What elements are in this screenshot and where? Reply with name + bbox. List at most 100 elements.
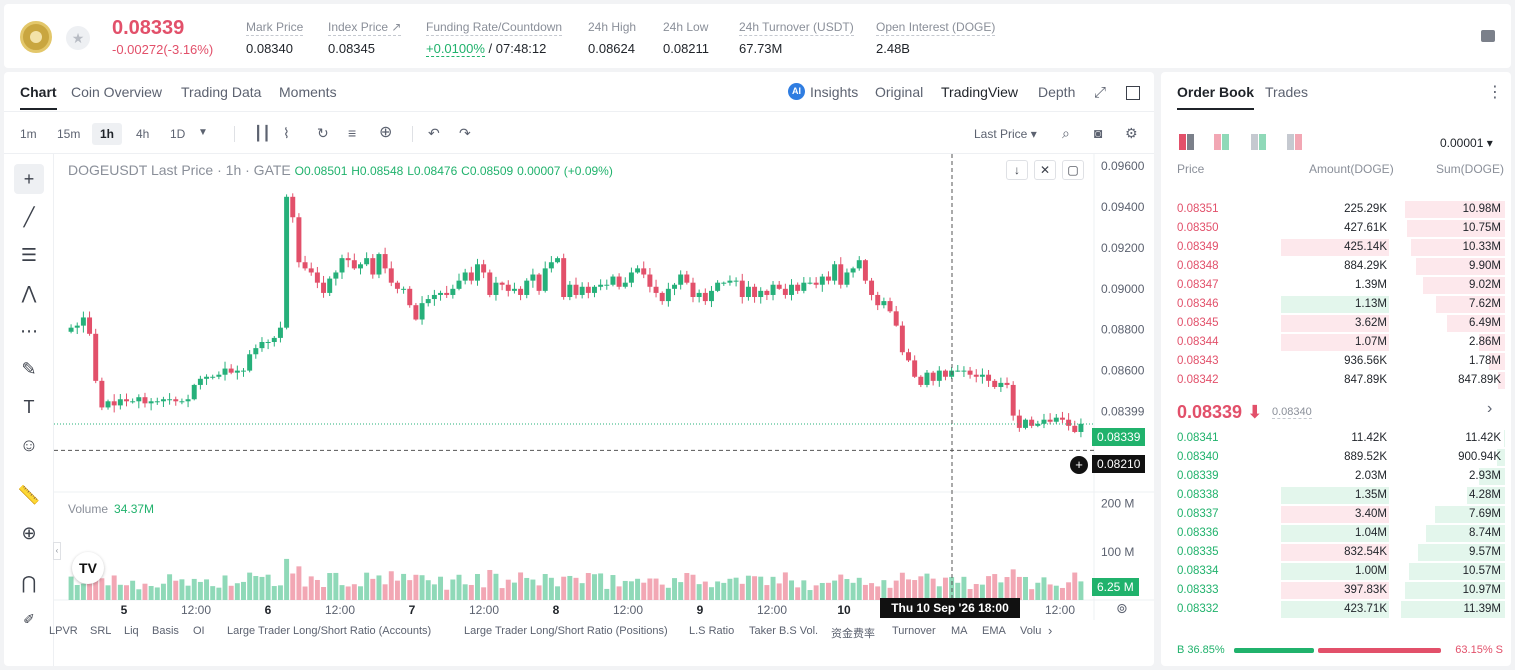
view-insights[interactable]: Insights — [810, 84, 859, 100]
price-type-select[interactable]: Last Price ▾ — [974, 127, 1037, 141]
indicator-item[interactable]: Turnover — [892, 625, 936, 637]
indicator-item[interactable]: LPVR — [49, 625, 78, 637]
candle-body — [308, 268, 314, 273]
indicator-item[interactable]: EMA — [982, 625, 1006, 637]
view-tradingview[interactable]: TradingView — [941, 84, 1019, 100]
view-split-icon[interactable] — [1214, 134, 1230, 150]
indicator-item[interactable]: Taker B.S Vol. — [749, 625, 819, 637]
chevron-right-icon[interactable]: › — [1048, 623, 1053, 638]
view-original[interactable]: Original — [875, 84, 924, 100]
window-icon[interactable] — [1126, 86, 1140, 100]
fullscreen-icon[interactable]: ▢ — [1062, 160, 1084, 180]
indicator-item[interactable]: SRL — [90, 625, 112, 637]
indicator-item[interactable]: Volu — [1020, 625, 1042, 637]
view-asks-icon[interactable] — [1287, 134, 1303, 150]
add-indicator-icon[interactable]: ⊕ — [379, 124, 393, 141]
candlestick-chart[interactable]: 0.09600 0.09400 0.09200 0.09000 0.08800 0.086… — [54, 154, 1154, 620]
text-icon[interactable]: T — [23, 397, 35, 417]
interval-1h[interactable]: 1h — [92, 123, 123, 145]
indicator-item[interactable]: OI — [193, 625, 205, 637]
bid-row[interactable]: 0.08340 889.52K 900.94K — [1161, 448, 1511, 467]
tradingview-logo[interactable]: TV — [72, 552, 104, 584]
ask-row[interactable]: 0.08348 884.29K 9.90M — [1161, 257, 1511, 276]
view-both-icon[interactable] — [1179, 134, 1195, 150]
precision-select[interactable]: 0.00001 ▾ — [1440, 136, 1493, 150]
more-icon[interactable]: ⋮ — [1487, 84, 1503, 101]
redo-icon[interactable]: ↷ — [459, 125, 471, 141]
bid-row[interactable]: 0.08332 423.71K 11.39M — [1161, 600, 1511, 619]
pattern-icon[interactable]: ⋀ — [21, 283, 37, 303]
indicator-item[interactable]: 资金费率 — [831, 628, 875, 640]
stat-label[interactable]: 24h Turnover (USDT) — [739, 20, 854, 36]
bid-row[interactable]: 0.08337 3.40M 7.69M — [1161, 505, 1511, 524]
expand-icon[interactable]: ⤢ — [1094, 84, 1107, 101]
add-order-plus-icon[interactable]: + — [1070, 456, 1088, 474]
settings-circle-icon[interactable]: ⊚ — [1116, 600, 1128, 616]
book-icon[interactable] — [1481, 30, 1495, 42]
stat-label[interactable]: Mark Price — [246, 20, 304, 36]
fib-icon[interactable]: ☰ — [20, 245, 38, 265]
ask-row[interactable]: 0.08350 427.61K 10.75M — [1161, 219, 1511, 238]
interval-15m[interactable]: 15m — [57, 127, 81, 141]
emoji-icon[interactable]: ☺ — [19, 435, 39, 455]
chevron-left-icon[interactable]: ‹ — [53, 542, 61, 560]
interval-1d[interactable]: 1D — [170, 127, 186, 141]
bid-row[interactable]: 0.08341 11.42K 11.42K — [1161, 429, 1511, 448]
funding-rate-value[interactable]: +0.0100% — [426, 41, 485, 57]
indicator-icon[interactable]: ⌇ — [283, 125, 290, 141]
chevron-right-icon[interactable]: › — [1487, 400, 1493, 417]
bid-row[interactable]: 0.08334 1.00M 10.57M — [1161, 562, 1511, 581]
pen-icon[interactable]: ✐ — [23, 611, 35, 627]
candle-type-icon[interactable]: ┃┃ — [254, 125, 271, 141]
tab-order-book[interactable]: Order Book — [1177, 84, 1255, 110]
ask-row[interactable]: 0.08343 936.56K 1.78M — [1161, 352, 1511, 371]
stat-label[interactable]: Open Interest (DOGE) — [876, 20, 996, 36]
zoom-in-icon[interactable]: ⊕ — [21, 523, 37, 543]
bid-row[interactable]: 0.08339 2.03M 2.93M — [1161, 467, 1511, 486]
tab-trading-data[interactable]: Trading Data — [181, 84, 262, 100]
search-icon[interactable]: ⌕ — [1062, 125, 1070, 141]
stat-label[interactable]: Funding Rate/Countdown — [426, 20, 563, 36]
ask-row[interactable]: 0.08346 1.13M 7.62M — [1161, 295, 1511, 314]
indicator-item[interactable]: Large Trader Long/Short Ratio (Accounts) — [227, 625, 432, 637]
bid-row[interactable]: 0.08336 1.04M 8.74M — [1161, 524, 1511, 543]
bid-row[interactable]: 0.08338 1.35M 4.28M — [1161, 486, 1511, 505]
tab-trades[interactable]: Trades — [1265, 84, 1309, 100]
ask-row[interactable]: 0.08349 425.14K 10.33M — [1161, 238, 1511, 257]
view-depth[interactable]: Depth — [1038, 84, 1076, 100]
brush-icon[interactable]: ✎ — [21, 359, 37, 379]
tab-moments[interactable]: Moments — [279, 84, 337, 100]
indicator-item[interactable]: L.S Ratio — [689, 625, 735, 637]
ask-row[interactable]: 0.08342 847.89K 847.89K — [1161, 371, 1511, 390]
stat-label[interactable]: Index Price ↗ — [328, 20, 402, 36]
template-icon[interactable]: ≡ — [348, 125, 357, 141]
favorite-star-icon[interactable]: ★ — [66, 26, 90, 50]
camera-icon[interactable]: ◙ — [1094, 125, 1103, 141]
magnet-icon[interactable]: ⋂ — [21, 573, 37, 593]
download-icon[interactable]: ↓ — [1006, 160, 1028, 180]
bid-row[interactable]: 0.08333 397.83K 10.97M — [1161, 581, 1511, 600]
tab-chart[interactable]: Chart — [20, 84, 57, 110]
view-bids-icon[interactable] — [1251, 134, 1267, 150]
ask-row[interactable]: 0.08351 225.29K 10.98M — [1161, 200, 1511, 219]
crosshair-icon[interactable]: + — [14, 164, 44, 194]
ask-row[interactable]: 0.08345 3.62M 6.49M — [1161, 314, 1511, 333]
undo-icon[interactable]: ↶ — [428, 125, 440, 141]
tab-coin-overview[interactable]: Coin Overview — [71, 84, 163, 100]
chevron-down-icon[interactable]: ▼ — [198, 127, 208, 138]
projection-icon[interactable]: ⋯ — [20, 321, 38, 341]
replay-icon[interactable]: ↻ — [317, 125, 329, 141]
indicator-item[interactable]: Basis — [152, 625, 179, 637]
indicator-item[interactable]: Liq — [124, 625, 139, 637]
indicator-item[interactable]: Large Trader Long/Short Ratio (Positions… — [464, 625, 668, 637]
trendline-icon[interactable]: ╱ — [23, 207, 35, 227]
indicator-item[interactable]: MA — [951, 625, 968, 637]
ruler-icon[interactable]: 📏 — [17, 485, 41, 505]
bid-row[interactable]: 0.08335 832.54K 9.57M — [1161, 543, 1511, 562]
interval-1m[interactable]: 1m — [20, 127, 37, 141]
interval-4h[interactable]: 4h — [136, 127, 150, 141]
gear-icon[interactable]: ⚙ — [1125, 125, 1138, 141]
collapse-icon[interactable]: ✕ — [1034, 160, 1056, 180]
ask-row[interactable]: 0.08347 1.39M 9.02M — [1161, 276, 1511, 295]
ask-row[interactable]: 0.08344 1.07M 2.86M — [1161, 333, 1511, 352]
